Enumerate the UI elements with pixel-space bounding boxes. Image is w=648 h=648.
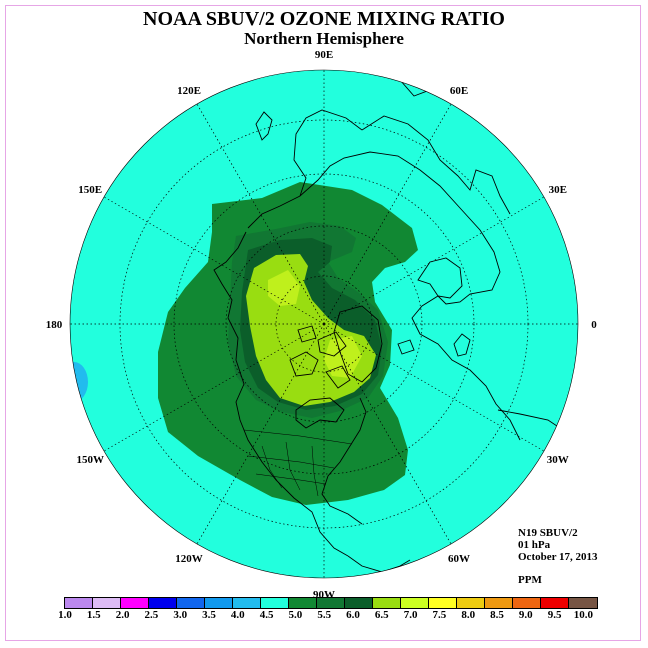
colorbar-swatch bbox=[373, 598, 401, 608]
colorbar-swatch bbox=[457, 598, 485, 608]
longitude-label: 0 bbox=[591, 319, 597, 331]
colorbar-tick-label: 7.5 bbox=[432, 609, 447, 621]
map-title: NOAA SBUV/2 OZONE MIXING RATIO bbox=[143, 8, 505, 30]
colorbar-swatch bbox=[485, 598, 513, 608]
ozone-contour-7-0 bbox=[268, 270, 362, 378]
colorbar-tick-label: 1.0 bbox=[58, 609, 72, 621]
pressure-level-label: 01 hPa bbox=[518, 539, 551, 551]
colorbar-swatch bbox=[401, 598, 429, 608]
colorbar-swatch bbox=[261, 598, 289, 608]
colorbar-swatch bbox=[205, 598, 233, 608]
instrument-label: N19 SBUV/2 bbox=[518, 527, 578, 539]
colorbar-tick-label: 7.0 bbox=[403, 609, 418, 621]
map-boundary bbox=[69, 69, 579, 579]
longitude-label: 30E bbox=[549, 184, 567, 196]
colorbar-swatch bbox=[541, 598, 569, 608]
units-label: PPM bbox=[518, 574, 542, 586]
colorbar-tick-label: 4.0 bbox=[230, 609, 245, 621]
colorbar-swatch bbox=[569, 598, 597, 608]
colorbar-swatch bbox=[513, 598, 541, 608]
longitude-label: 120W bbox=[175, 553, 203, 565]
product-info: N19 SBUV/2 01 hPa October 17, 2013 bbox=[518, 527, 598, 563]
colorbar-tick-label: 2.5 bbox=[144, 609, 159, 621]
colorbar-tick-label: 8.0 bbox=[461, 609, 476, 621]
longitude-label: 30W bbox=[547, 454, 569, 466]
longitude-label: 120E bbox=[177, 85, 201, 97]
colorbar-tick-label: 3.0 bbox=[173, 609, 188, 621]
page-frame bbox=[5, 5, 641, 641]
date-label: October 17, 2013 bbox=[518, 551, 598, 563]
longitude-label: 90E bbox=[315, 49, 333, 61]
colorbar-swatch bbox=[65, 598, 93, 608]
colorbar bbox=[64, 597, 598, 609]
longitude-label: 60E bbox=[450, 85, 468, 97]
colorbar-tick-label: 3.5 bbox=[202, 609, 216, 621]
colorbar-tick-labels: 1.0 1.5 2.0 2.5 3.0 3.5 4.0 4.5 5.0 5.5 6.0 6.5 7.0 7… bbox=[0, 609, 648, 623]
colorbar-tick-label: 5.5 bbox=[317, 609, 332, 621]
longitude-label: 150W bbox=[76, 454, 104, 466]
colorbar-tick-label: 5.0 bbox=[288, 609, 303, 621]
political-borders bbox=[243, 429, 353, 497]
colorbar-tick-label: 6.0 bbox=[346, 609, 360, 621]
colorbar-swatch bbox=[149, 598, 177, 608]
longitude-label: 60W bbox=[448, 553, 470, 565]
colorbar-swatch bbox=[317, 598, 345, 608]
colorbar-tick-label: 2.0 bbox=[115, 609, 130, 621]
longitude-label: 180 bbox=[46, 319, 63, 331]
colorbar-swatch bbox=[121, 598, 149, 608]
colorbar-tick-label: 1.5 bbox=[86, 609, 101, 621]
colorbar-tick-label: 4.5 bbox=[259, 609, 274, 621]
colorbar-tick-label: 9.5 bbox=[547, 609, 562, 621]
colorbar-tick-label: 6.5 bbox=[374, 609, 389, 621]
colorbar-swatch bbox=[289, 598, 317, 608]
colorbar-swatch bbox=[177, 598, 205, 608]
colorbar-swatch bbox=[93, 598, 121, 608]
colorbar-swatch bbox=[345, 598, 373, 608]
map-subtitle: Northern Hemisphere bbox=[244, 29, 404, 48]
colorbar-swatch bbox=[233, 598, 261, 608]
colorbar-tick-label: 10.0 bbox=[573, 609, 594, 621]
colorbar-swatch bbox=[429, 598, 457, 608]
colorbar-tick-label: 9.0 bbox=[518, 609, 533, 621]
longitude-label: 150E bbox=[78, 184, 102, 196]
colorbar-tick-label: 8.5 bbox=[490, 609, 504, 621]
